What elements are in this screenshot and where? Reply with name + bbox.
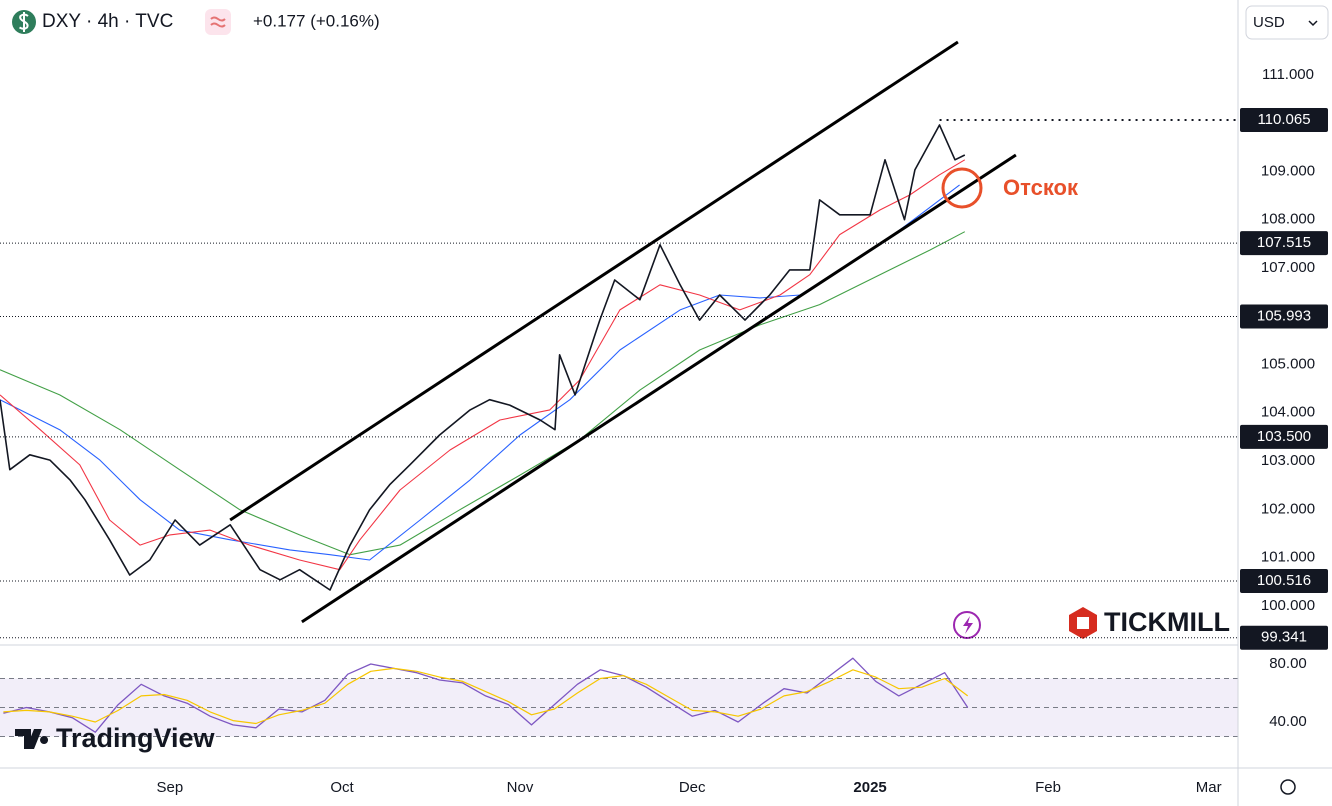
currency-label: USD (1253, 14, 1285, 31)
symbol-icon-glyph (19, 12, 29, 32)
trend-line (229, 40, 959, 522)
status-badge-icon (210, 16, 226, 28)
level-label: 107.515 (1257, 234, 1311, 251)
tickmill-text: TICKMILL (1104, 607, 1230, 637)
y-tick-label: 108.000 (1261, 211, 1315, 228)
status-badge[interactable] (205, 9, 231, 35)
rsi-tick-label: 80.00 (1269, 655, 1307, 672)
trend-line (301, 153, 1017, 624)
currency-chevron (1308, 20, 1318, 27)
level-label-box (1240, 424, 1328, 449)
y-tick-label: 103.000 (1261, 452, 1315, 469)
y-tick-label: 107.000 (1261, 259, 1315, 276)
x-tick-label: Sep (157, 779, 184, 796)
level-label-box (1240, 231, 1328, 256)
x-tick-label: Oct (330, 779, 354, 796)
moving-average (0, 159, 966, 571)
price-change: +0.177 (+0.16%) (253, 11, 380, 30)
level-label: 103.500 (1257, 428, 1311, 445)
y-tick-label: 101.000 (1261, 549, 1315, 566)
annotation-circle (941, 167, 983, 209)
flash-icon-bolt (963, 616, 973, 634)
rsi-tick-label: 40.00 (1269, 713, 1307, 730)
rsi-line (3, 657, 969, 733)
rsi-band (0, 678, 1238, 737)
x-tick-label: Dec (679, 779, 706, 796)
level-label-box (1240, 625, 1328, 650)
tradingview-watermark: TradingView (56, 723, 216, 753)
moving-average (0, 231, 966, 556)
y-tick-label: 104.000 (1261, 404, 1315, 421)
level-label-box (1240, 107, 1328, 132)
y-tick-label: 109.000 (1261, 162, 1315, 179)
level-label: 99.341 (1261, 629, 1307, 646)
y-tick-label: 100.000 (1261, 597, 1315, 614)
x-tick-label: Nov (507, 779, 534, 796)
x-tick-label: Mar (1196, 779, 1222, 796)
currency-select[interactable] (1245, 5, 1329, 40)
level-label: 100.516 (1257, 572, 1311, 589)
level-label-box (1240, 304, 1328, 329)
tradingview-logo (15, 729, 49, 749)
settings-icon[interactable] (1280, 779, 1296, 795)
y-tick-label: 102.000 (1261, 500, 1315, 517)
x-tick-label: Feb (1035, 779, 1061, 796)
symbol-title: DXY · 4h · TVC (42, 11, 173, 32)
level-label-box (1240, 568, 1328, 593)
annotation-text: Отскок (1003, 175, 1079, 200)
level-label: 110.065 (1257, 111, 1310, 128)
y-tick-label: 105.000 (1261, 355, 1315, 372)
tickmill-logo-inner (1077, 617, 1089, 629)
y-tick-label: 111.000 (1262, 66, 1314, 83)
level-label: 105.993 (1257, 308, 1311, 325)
x-tick-label: 2025 (853, 779, 886, 796)
price-line (0, 124, 966, 591)
rsi-ma-line (3, 667, 969, 725)
